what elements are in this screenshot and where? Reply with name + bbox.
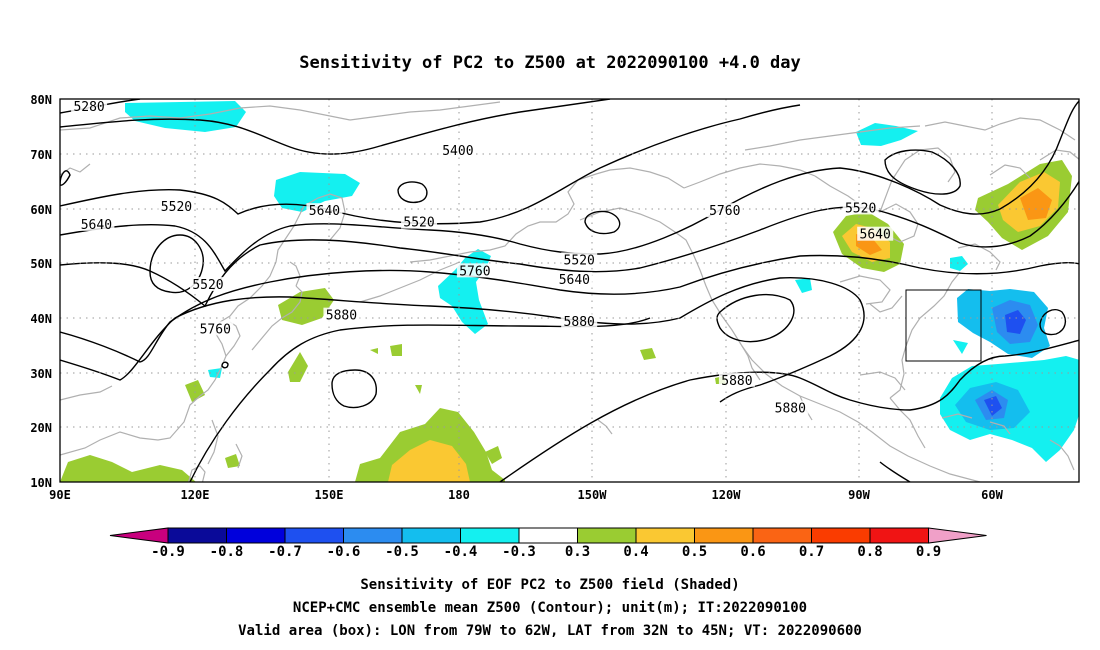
contour-label-bg	[439, 142, 476, 157]
lat-label-30N: 30N	[30, 367, 52, 381]
contour-label-15: 5760	[200, 322, 231, 337]
contour-label-bg	[306, 203, 343, 218]
contour-label-8: 5640	[860, 228, 891, 243]
contour-label-14: 5880	[564, 315, 595, 330]
contour-label-11: 5640	[559, 273, 590, 288]
lon-label-90E: 90E	[49, 488, 71, 502]
contour-label-bg	[197, 321, 234, 336]
colorbar-swatch-9	[635, 527, 695, 544]
contour-label-bg	[189, 277, 226, 292]
contour-label-bg	[561, 252, 598, 267]
colorbar-swatch-3	[284, 527, 344, 544]
contour-label-16: 5880	[721, 374, 752, 389]
colorbar-swatch-2	[226, 527, 286, 544]
valid-area-box	[905, 289, 982, 362]
lat-label-60N: 60N	[30, 203, 52, 217]
colorbar-label-12: 0.8	[857, 544, 882, 560]
contour-label-bg	[561, 314, 598, 329]
contour-label-18: 5880	[1092, 357, 1100, 372]
contour-label-0: 5280	[73, 100, 104, 115]
contour-label-5: 5640	[81, 218, 112, 233]
lon-label-60W: 60W	[981, 488, 1003, 502]
lon-label-90W: 90W	[848, 488, 870, 502]
contour-label-bg	[323, 307, 360, 322]
colorbar-label-3: -0.6	[327, 544, 361, 560]
colorbar-label-9: 0.5	[682, 544, 707, 560]
map-title: Sensitivity of PC2 to Z500 at 2022090100…	[299, 53, 801, 73]
colorbar-swatch-1	[167, 527, 227, 544]
colorbar-arrow-low	[109, 527, 169, 544]
colorbar-label-1: -0.8	[210, 544, 244, 560]
contour-label-bg	[401, 214, 438, 229]
contour-labels: 5280 5400 5520 5640 5520 5640 5760 5520 5640 5520…	[71, 99, 1100, 417]
colorbar-label-4: -0.5	[385, 544, 419, 560]
graticule	[60, 99, 1079, 482]
contour-label-2: 5520	[161, 200, 192, 215]
caption-line-2: NCEP+CMC ensemble mean Z500 (Contour); u…	[293, 600, 807, 616]
longitude-axis: 90E 120E 150E 180 150W 120W 90W 60W	[49, 488, 1003, 502]
colorbar: -0.9 -0.8 -0.7 -0.6 -0.5 -0.4 -0.3 0.3 0.4 0.5 0.6…	[109, 527, 987, 560]
colorbar-label-10: 0.6	[740, 544, 765, 560]
lat-label-10N: 10N	[30, 476, 52, 490]
contour-label-bg	[772, 400, 809, 415]
lon-label-150E: 150E	[315, 488, 344, 502]
colorbar-arrow-high	[928, 527, 987, 544]
colorbar-swatch-6	[460, 527, 520, 544]
contour-label-bg	[718, 372, 755, 387]
lon-label-120W: 120W	[712, 488, 742, 502]
lat-label-70N: 70N	[30, 148, 52, 162]
contour-label-bg	[158, 198, 195, 213]
lat-label-80N: 80N	[30, 93, 52, 107]
colorbar-swatch-11	[752, 527, 812, 544]
contour-label-12: 5520	[192, 278, 223, 293]
caption-line-1: Sensitivity of EOF PC2 to Z500 field (Sh…	[360, 577, 739, 593]
colorbar-label-11: 0.7	[799, 544, 824, 560]
contour-label-bg	[857, 226, 894, 241]
colorbar-label-2: -0.7	[268, 544, 302, 560]
colorbar-swatch-8	[577, 527, 637, 544]
colorbar-label-6: -0.3	[502, 544, 536, 560]
plot-frame	[59, 98, 1080, 483]
colorbar-label-5: -0.4	[444, 544, 478, 560]
colorbar-swatch-13	[869, 527, 929, 544]
contour-label-bg	[1090, 356, 1100, 370]
contour-label-4: 5520	[403, 216, 434, 231]
coastlines	[60, 101, 1079, 482]
colorbar-swatch-10	[694, 527, 754, 544]
contour-label-bg	[842, 200, 879, 215]
contour-label-7: 5520	[845, 201, 876, 216]
colorbar-swatch-5	[401, 527, 461, 544]
lat-label-40N: 40N	[30, 312, 52, 326]
contour-label-1: 5400	[442, 144, 473, 159]
colorbar-label-7: 0.3	[565, 544, 590, 560]
colorbar-label-8: 0.4	[623, 544, 648, 560]
contour-label-10: 5760	[459, 264, 490, 279]
contour-label-bg	[71, 99, 108, 114]
colorbar-label-13: 0.9	[916, 544, 941, 560]
caption-line-3: Valid area (box): LON from 79W to 62W, L…	[238, 623, 862, 639]
colorbar-swatch-12	[811, 527, 871, 544]
lat-label-50N: 50N	[30, 257, 52, 271]
colorbar-swatch-4	[343, 527, 403, 544]
contour-label-6: 5760	[709, 204, 740, 219]
contour-label-bg	[78, 216, 115, 231]
contour-label-bg	[456, 263, 493, 278]
lat-label-20N: 20N	[30, 421, 52, 435]
latitude-axis: 80N 70N 60N 50N 40N 30N 20N 10N	[30, 93, 52, 490]
contour-label-3: 5640	[309, 204, 340, 219]
colorbar-swatch-7	[518, 527, 578, 544]
lon-label-120E: 120E	[181, 488, 210, 502]
contour-label-17: 5880	[775, 402, 806, 417]
contour-label-13: 5880	[326, 309, 357, 324]
contour-label-9: 5520	[564, 253, 595, 268]
lon-label-150W: 150W	[578, 488, 608, 502]
lon-label-180: 180	[448, 488, 470, 502]
contour-label-bg	[706, 203, 743, 218]
sensitivity-shading	[60, 101, 1079, 482]
contour-label-bg	[556, 272, 593, 287]
colorbar-label-0: -0.9	[151, 544, 185, 560]
